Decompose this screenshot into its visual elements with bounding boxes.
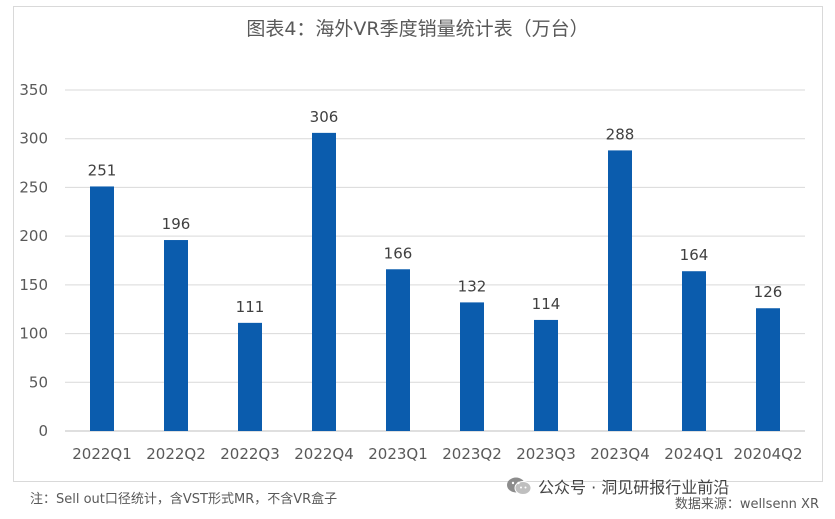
data-label: 111 bbox=[236, 298, 265, 316]
x-tick-label: 2022Q1 bbox=[72, 445, 132, 463]
bar bbox=[386, 269, 410, 431]
y-tick-label: 0 bbox=[38, 422, 48, 440]
data-label: 251 bbox=[88, 161, 117, 179]
x-tick-label: 2023Q4 bbox=[590, 445, 650, 463]
bar bbox=[756, 308, 780, 431]
data-label: 132 bbox=[458, 277, 487, 295]
x-tick-label: 2024Q1 bbox=[664, 445, 724, 463]
data-label: 166 bbox=[384, 244, 413, 262]
data-label: 306 bbox=[310, 108, 339, 126]
y-tick-label: 350 bbox=[19, 81, 48, 99]
y-tick-label: 250 bbox=[19, 178, 48, 196]
bar bbox=[534, 319, 558, 431]
x-tick-label: 2023Q2 bbox=[442, 445, 502, 463]
bar bbox=[312, 132, 336, 431]
x-tick-label: 2023Q1 bbox=[368, 445, 428, 463]
data-label: 196 bbox=[162, 215, 191, 233]
data-label: 114 bbox=[532, 295, 561, 313]
data-source: 数据来源：wellsenn XR bbox=[674, 497, 819, 512]
x-tick-label: 20204Q2 bbox=[733, 445, 802, 463]
bar bbox=[90, 186, 114, 431]
footnote: 注：Sell out口径统计，含VST形式MR，不含VR盒子 bbox=[30, 492, 338, 507]
y-tick-label: 100 bbox=[19, 325, 48, 343]
bar bbox=[608, 150, 632, 432]
data-label: 288 bbox=[606, 125, 635, 143]
y-tick-label: 200 bbox=[19, 227, 48, 245]
wechat-watermark: 公众号 · 洞见研报行业前沿 bbox=[506, 474, 729, 498]
bar bbox=[238, 322, 262, 431]
data-label: 164 bbox=[680, 246, 709, 264]
chart-title: 图表4：海外VR季度销量统计表（万台） bbox=[246, 18, 589, 40]
x-tick-label: 2022Q4 bbox=[294, 445, 354, 463]
chart-frame bbox=[13, 6, 823, 482]
x-tick-label: 2022Q3 bbox=[220, 445, 280, 463]
wechat-icon bbox=[507, 477, 532, 495]
wechat-label: 公众号 · 洞见研报行业前沿 bbox=[538, 478, 730, 497]
data-label: 126 bbox=[754, 283, 783, 301]
y-tick-label: 150 bbox=[19, 276, 48, 294]
y-tick-label: 50 bbox=[29, 373, 48, 391]
bar bbox=[164, 240, 188, 431]
y-tick-label: 300 bbox=[19, 130, 48, 148]
bar bbox=[460, 302, 484, 431]
x-tick-label: 2022Q2 bbox=[146, 445, 206, 463]
bar bbox=[682, 271, 706, 431]
x-tick-label: 2023Q3 bbox=[516, 445, 576, 463]
